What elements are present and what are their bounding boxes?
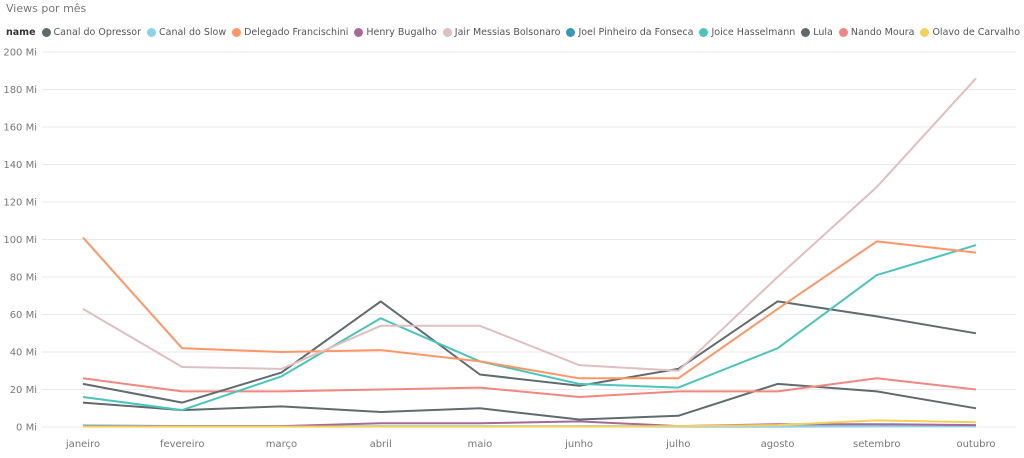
x-tick-label: setembro (853, 439, 901, 450)
chart-title: Views por mês (6, 2, 87, 15)
y-tick-label: 40 Mi (10, 348, 37, 359)
x-tick-label: outubro (956, 439, 995, 450)
legend-marker (354, 27, 364, 37)
x-tick-label: janeiro (65, 439, 100, 450)
legend-label: Joice Hasselmann (711, 26, 796, 38)
legend-item[interactable]: Jair Messias Bolsonaro (442, 26, 561, 38)
legend-item[interactable]: Joel Pinheiro da Fonseca (566, 27, 693, 38)
series-line (83, 419, 977, 428)
legend-marker (801, 27, 811, 37)
x-tick-label: março (266, 439, 297, 450)
series-line (82, 236, 977, 380)
legend-marker (442, 27, 452, 37)
legend-marker (232, 27, 242, 37)
legend: name Canal do Opressor Canal do Slow Deleg… (6, 25, 1024, 39)
legend-item[interactable]: Canal do Opressor (41, 26, 142, 38)
legend-label: Canal do Slow (159, 26, 227, 38)
legend-label: Lula (813, 26, 833, 38)
legend-label: Canal do Opressor (53, 26, 142, 38)
legend-marker (147, 27, 157, 37)
y-tick-label: 120 Mi (3, 198, 37, 209)
legend-marker (838, 27, 848, 37)
series-line (82, 300, 977, 404)
legend-title: name (6, 26, 36, 38)
x-tick-label: agosto (761, 439, 795, 450)
y-tick-label: 160 Mi (3, 123, 37, 134)
x-tick-label: maio (468, 439, 493, 450)
x-tick-label: junho (564, 439, 593, 450)
series-line (82, 377, 977, 398)
legend-label: Jair Messias Bolsonaro (454, 26, 561, 38)
legend-item[interactable]: Delegado Francischini (232, 27, 348, 38)
legend-item[interactable]: Henry Bugalho (354, 26, 437, 38)
legend-label: Joel Pinheiro da Fonseca (578, 26, 694, 38)
legend-marker (566, 27, 576, 37)
x-tick-label: fevereiro (160, 439, 205, 450)
legend-label: Olavo de Carvalho (932, 26, 1021, 38)
legend-label: Nando Moura (850, 26, 915, 38)
y-tick-label: 100 Mi (3, 235, 37, 246)
y-tick-label: 60 Mi (10, 310, 37, 321)
y-tick-label: 180 Mi (3, 85, 37, 96)
y-tick-label: 80 Mi (10, 273, 37, 284)
y-tick-label: 140 Mi (3, 160, 37, 171)
legend-marker (699, 27, 709, 37)
legend-marker (920, 27, 930, 37)
legend-items: Canal do Opressor Canal do Slow Delegado F… (41, 26, 1024, 38)
legend-item[interactable]: Lula (801, 27, 833, 38)
series-line (82, 382, 977, 421)
x-tick-label: julho (665, 439, 690, 450)
legend-item[interactable]: Olavo de Carvalho (920, 27, 1020, 38)
legend-marker (41, 27, 51, 37)
series-line (82, 77, 977, 372)
legend-item[interactable]: Nando Moura (838, 26, 915, 38)
series-line (82, 244, 977, 412)
y-tick-label: 20 Mi (10, 385, 37, 396)
legend-item[interactable]: Joice Hasselmann (699, 27, 795, 38)
x-tick-label: abril (370, 439, 392, 450)
y-tick-label: 200 Mi (3, 48, 37, 59)
legend-label: Delegado Francischini (244, 26, 349, 38)
legend-label: Henry Bugalho (366, 26, 437, 38)
y-tick-label: 0 Mi (16, 423, 37, 434)
legend-item[interactable]: Canal do Slow (147, 27, 226, 38)
